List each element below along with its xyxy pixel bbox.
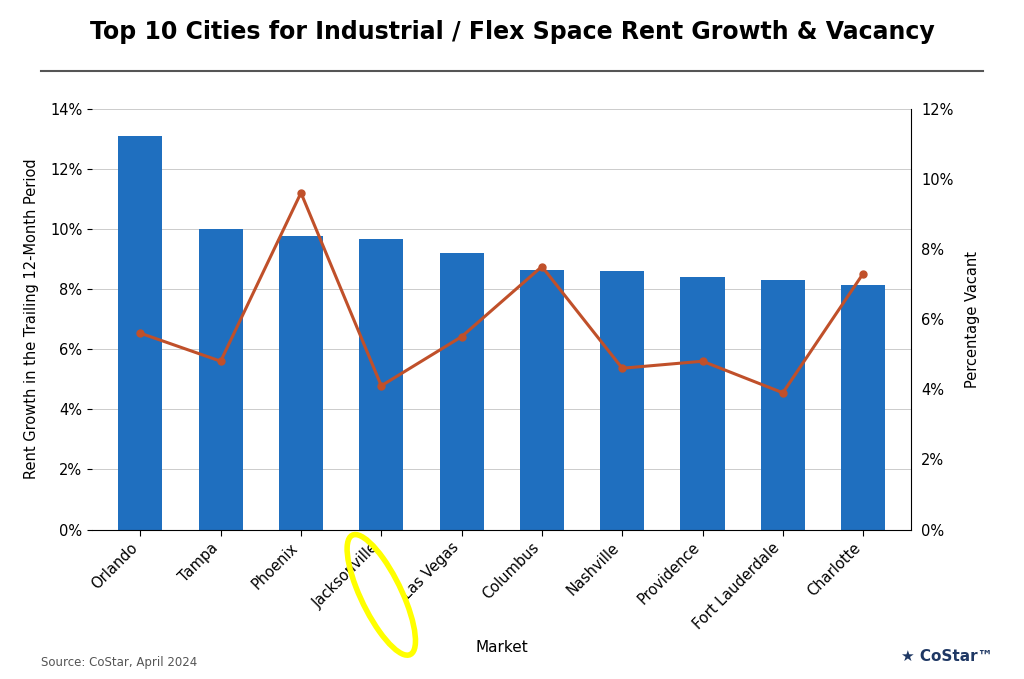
Bar bbox=[439, 253, 483, 530]
Bar bbox=[520, 270, 564, 530]
Text: Top 10 Cities for Industrial / Flex Space Rent Growth & Vacancy: Top 10 Cities for Industrial / Flex Spac… bbox=[90, 20, 934, 44]
Y-axis label: Rent Growth in the Trailing 12-Month Period: Rent Growth in the Trailing 12-Month Per… bbox=[24, 159, 39, 479]
Bar bbox=[279, 236, 323, 530]
Y-axis label: Percentage Vacant: Percentage Vacant bbox=[965, 251, 980, 388]
Bar bbox=[681, 277, 725, 530]
Text: Source: CoStar, April 2024: Source: CoStar, April 2024 bbox=[41, 656, 198, 669]
Bar bbox=[761, 280, 805, 530]
Bar bbox=[199, 229, 243, 530]
X-axis label: Market: Market bbox=[475, 640, 528, 655]
Bar bbox=[359, 240, 403, 530]
Bar bbox=[841, 285, 886, 530]
Text: ★ CoStar™: ★ CoStar™ bbox=[901, 649, 993, 664]
Bar bbox=[600, 271, 644, 530]
Bar bbox=[118, 136, 163, 530]
